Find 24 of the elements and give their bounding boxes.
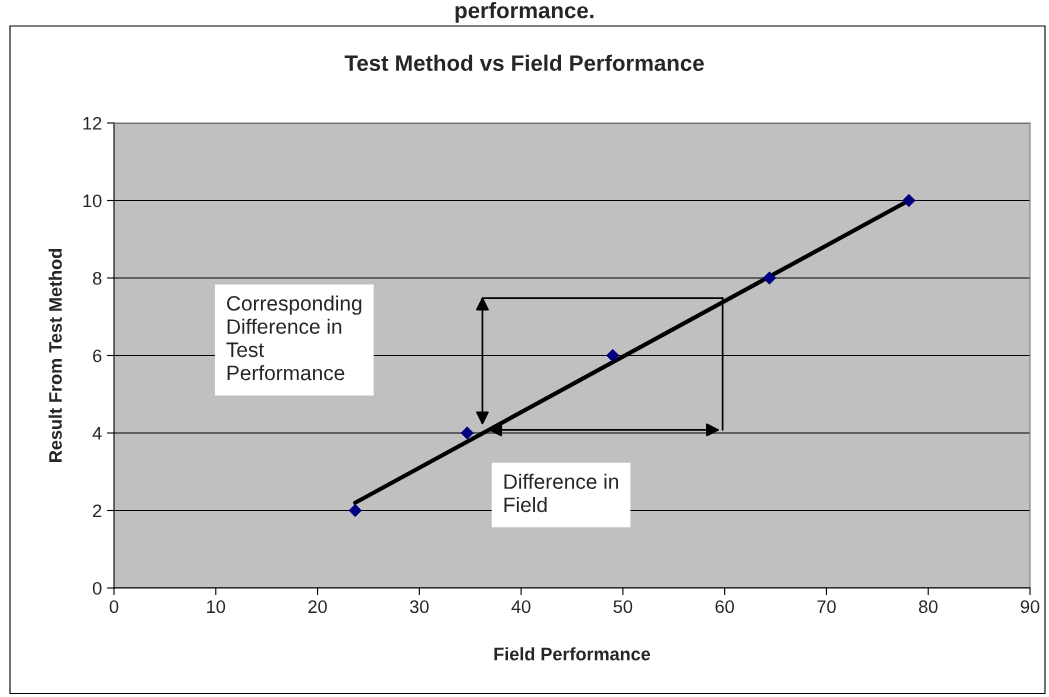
y-tick-label: 4 — [92, 427, 102, 440]
x-tick-label: 50 — [613, 600, 633, 614]
point — [460, 426, 474, 440]
text: performance. — [455, 2, 594, 23]
y-tick-label: 12 — [83, 116, 102, 130]
x-tick-label: 30 — [409, 600, 429, 614]
y-tick-label: 0 — [92, 581, 102, 595]
x-tick-label: 70 — [817, 600, 836, 614]
chart-title: Test Method vs Field Performance — [344, 54, 704, 71]
y-axis-title: Result From Test Method — [48, 249, 62, 462]
y-tick-label: 8 — [92, 271, 102, 285]
x-tick-label: 80 — [918, 600, 938, 614]
x-axis-title: Field Performance — [494, 647, 651, 661]
x-tick-label: 0 — [109, 600, 119, 614]
x-tick-label: 60 — [715, 600, 734, 614]
x-tick-label: 40 — [511, 600, 531, 614]
y-tick-label: 10 — [83, 194, 102, 208]
x-tick-label: 20 — [308, 600, 327, 614]
x-tick-label: 10 — [207, 600, 226, 614]
annotation: Corresponding Difference in Test Performance — [226, 295, 362, 381]
x-tick-label: 90 — [1020, 600, 1040, 614]
y-tick-label: 6 — [93, 349, 102, 363]
annotation: Difference in Field — [504, 473, 619, 513]
y-tick-label: 2 — [93, 504, 102, 518]
